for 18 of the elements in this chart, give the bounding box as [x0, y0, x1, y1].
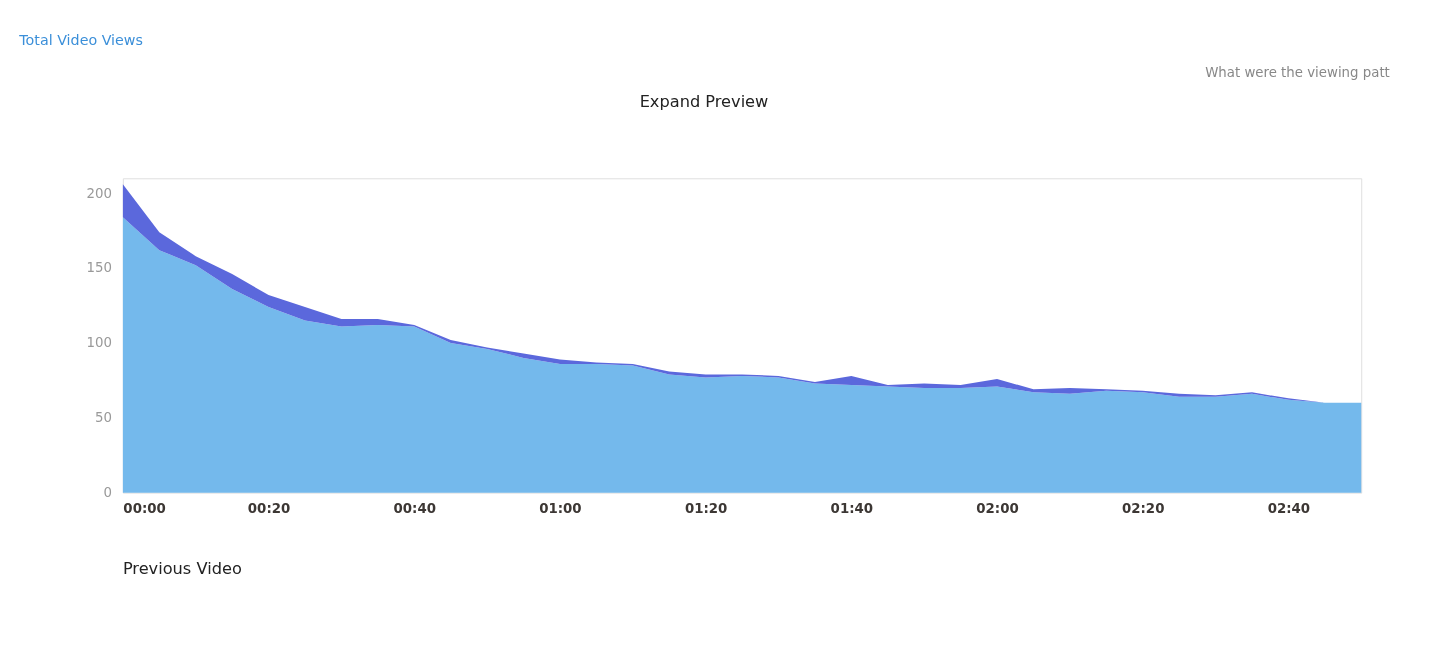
text: Previous Video — [122, 558, 242, 578]
text: What were the viewing patt — [1205, 65, 1390, 81]
x-tick-label: 01:20 — [684, 501, 728, 517]
y-tick-label: 150 — [86, 260, 112, 276]
x-tick-label: 02:20 — [1121, 501, 1165, 517]
x-tick-label: 00:20 — [247, 501, 291, 517]
x-tick-label: 02:00 — [976, 501, 1019, 517]
x-tick-label: 01:40 — [830, 501, 874, 517]
y-tick-label: 0 — [103, 484, 112, 500]
x-tick-label: 00:00 — [123, 501, 166, 517]
y-tick-label: 50 — [94, 410, 112, 426]
y-tick-label: 100 — [86, 335, 112, 351]
x-tick-label: 01:00 — [539, 501, 582, 517]
y-tick-label: 200 — [86, 185, 112, 201]
x-tick-label: 02:40 — [1267, 501, 1311, 517]
x-tick-label: 00:40 — [393, 501, 436, 517]
chart-title: Total Video Views — [18, 31, 143, 48]
text: Expand Preview — [639, 91, 769, 111]
